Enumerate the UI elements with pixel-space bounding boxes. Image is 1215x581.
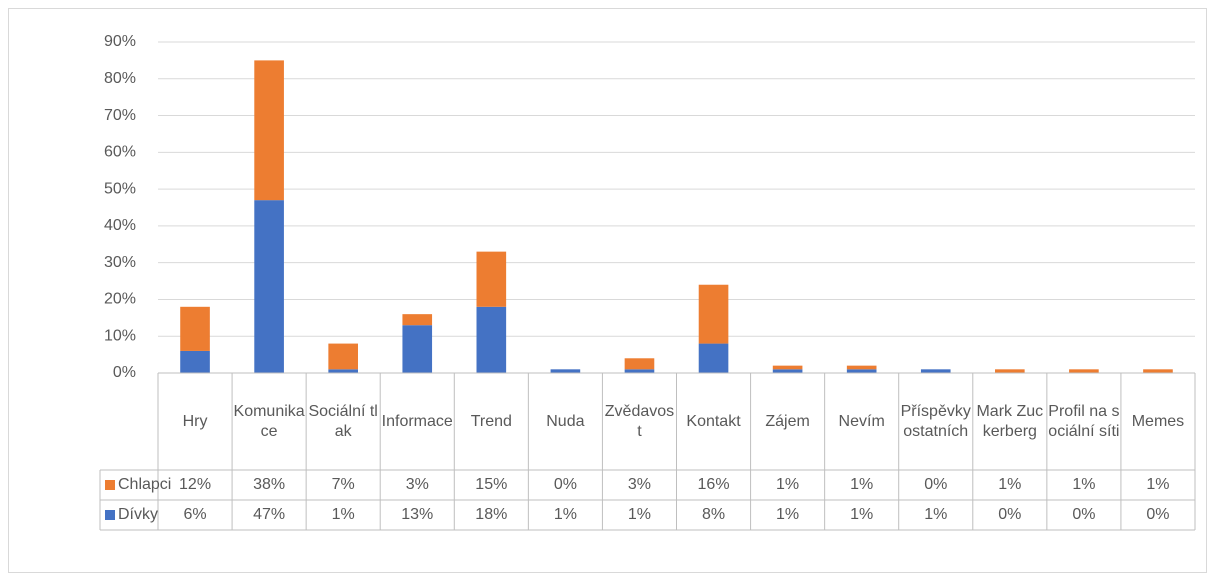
bar-segment: [846, 365, 877, 370]
x-tick-label: Nuda: [546, 412, 585, 430]
data-label: 1%: [850, 476, 873, 493]
data-label: 16%: [698, 476, 730, 493]
category-cell: Příspěvky ostatních: [900, 402, 971, 440]
data-label: 13%: [401, 506, 433, 523]
bar-segment: [1069, 369, 1099, 373]
bar-segment: [180, 350, 210, 373]
data-label: 0%: [554, 476, 577, 493]
data-label: 0%: [1146, 506, 1169, 523]
category-cell: Zájem: [765, 412, 810, 430]
x-tick-label: Kontakt: [686, 412, 741, 430]
bar-segment: [328, 369, 358, 373]
data-label: 7%: [332, 476, 355, 493]
legend-label: Dívky: [118, 506, 158, 523]
data-label: 38%: [253, 476, 285, 493]
category-cell: Komunikace: [233, 402, 305, 440]
category-cell: Mark Zuckerberg: [976, 402, 1044, 440]
data-label: 18%: [475, 506, 507, 523]
data-label: 15%: [475, 476, 507, 493]
bar-segment: [180, 306, 210, 351]
data-label: 1%: [776, 476, 799, 493]
x-tick-label: Hry: [182, 412, 208, 430]
category-cell: Nuda: [546, 412, 585, 430]
y-tick-label: 50%: [104, 180, 136, 197]
data-label: 1%: [998, 476, 1021, 493]
category-cell: Kontakt: [686, 412, 741, 430]
y-tick-label: 40%: [104, 217, 136, 234]
data-label: 1%: [924, 506, 947, 523]
y-tick-label: 10%: [104, 327, 136, 344]
bar-segment: [550, 369, 581, 373]
data-label: 47%: [253, 506, 285, 523]
bar-segment: [846, 369, 877, 373]
data-label: 3%: [406, 476, 429, 493]
bar-segment: [624, 369, 655, 373]
data-label: 1%: [1146, 476, 1169, 493]
bar-segment: [402, 314, 433, 326]
bar-segment: [254, 200, 284, 373]
x-tick-label: Zvědavost: [604, 402, 675, 440]
bar-segment: [476, 306, 507, 373]
x-tick-label: Mark Zuckerberg: [976, 402, 1044, 440]
category-cell: Hry: [182, 412, 208, 430]
bar-segment: [698, 343, 729, 373]
data-label: 1%: [850, 506, 873, 523]
data-label: 1%: [776, 506, 799, 523]
x-tick-label: Sociální tlak: [308, 402, 378, 440]
y-tick-label: 30%: [104, 254, 136, 271]
category-cell: Informace: [381, 412, 453, 430]
x-tick-label: Profil na sociální síti: [1048, 402, 1120, 440]
data-label: 8%: [702, 506, 725, 523]
y-tick-label: 60%: [104, 144, 136, 161]
y-tick-label: 90%: [104, 33, 136, 50]
bar-segment: [402, 325, 433, 373]
legend-swatch: [105, 480, 115, 490]
x-tick-label: Memes: [1131, 412, 1185, 430]
bar-segment: [476, 251, 507, 307]
data-label: 1%: [554, 506, 577, 523]
x-tick-label: Zájem: [765, 412, 810, 430]
data-label: 6%: [183, 506, 206, 523]
bar-segment: [254, 60, 284, 201]
bar-segment: [624, 358, 655, 370]
y-tick-label: 80%: [104, 70, 136, 87]
y-tick-label: 0%: [113, 364, 136, 381]
category-cell: Nevím: [838, 412, 885, 430]
data-label: 1%: [1072, 476, 1095, 493]
legend-label: Chlapci: [118, 476, 171, 493]
bar-segment: [772, 365, 803, 370]
category-cell: Trend: [470, 412, 512, 430]
bar-segment: [920, 369, 951, 373]
data-label: 0%: [924, 476, 947, 493]
bar-segment: [995, 369, 1025, 373]
x-tick-label: Informace: [381, 412, 453, 430]
category-cell: Zvědavost: [604, 402, 675, 440]
category-cell: Profil na sociální síti: [1048, 402, 1120, 440]
x-tick-label: Příspěvky ostatních: [900, 402, 971, 440]
data-label: 1%: [332, 506, 355, 523]
bar-segment: [698, 284, 729, 344]
bar-segment: [772, 369, 803, 373]
category-cell: Sociální tlak: [308, 402, 378, 440]
data-label: 1%: [628, 506, 651, 523]
bar-segment: [1143, 369, 1173, 373]
data-label: 0%: [998, 506, 1021, 523]
data-label: 3%: [628, 476, 651, 493]
category-cell: Memes: [1131, 412, 1185, 430]
data-label: 12%: [179, 476, 211, 493]
x-tick-label: Komunikace: [233, 402, 305, 440]
chart-border: [8, 8, 1207, 573]
x-tick-label: Trend: [470, 412, 512, 430]
y-tick-label: 20%: [104, 291, 136, 308]
legend-swatch: [105, 510, 115, 520]
data-label: 0%: [1072, 506, 1095, 523]
y-tick-label: 70%: [104, 107, 136, 124]
bar-segment: [328, 343, 358, 370]
x-tick-label: Nevím: [838, 412, 885, 430]
